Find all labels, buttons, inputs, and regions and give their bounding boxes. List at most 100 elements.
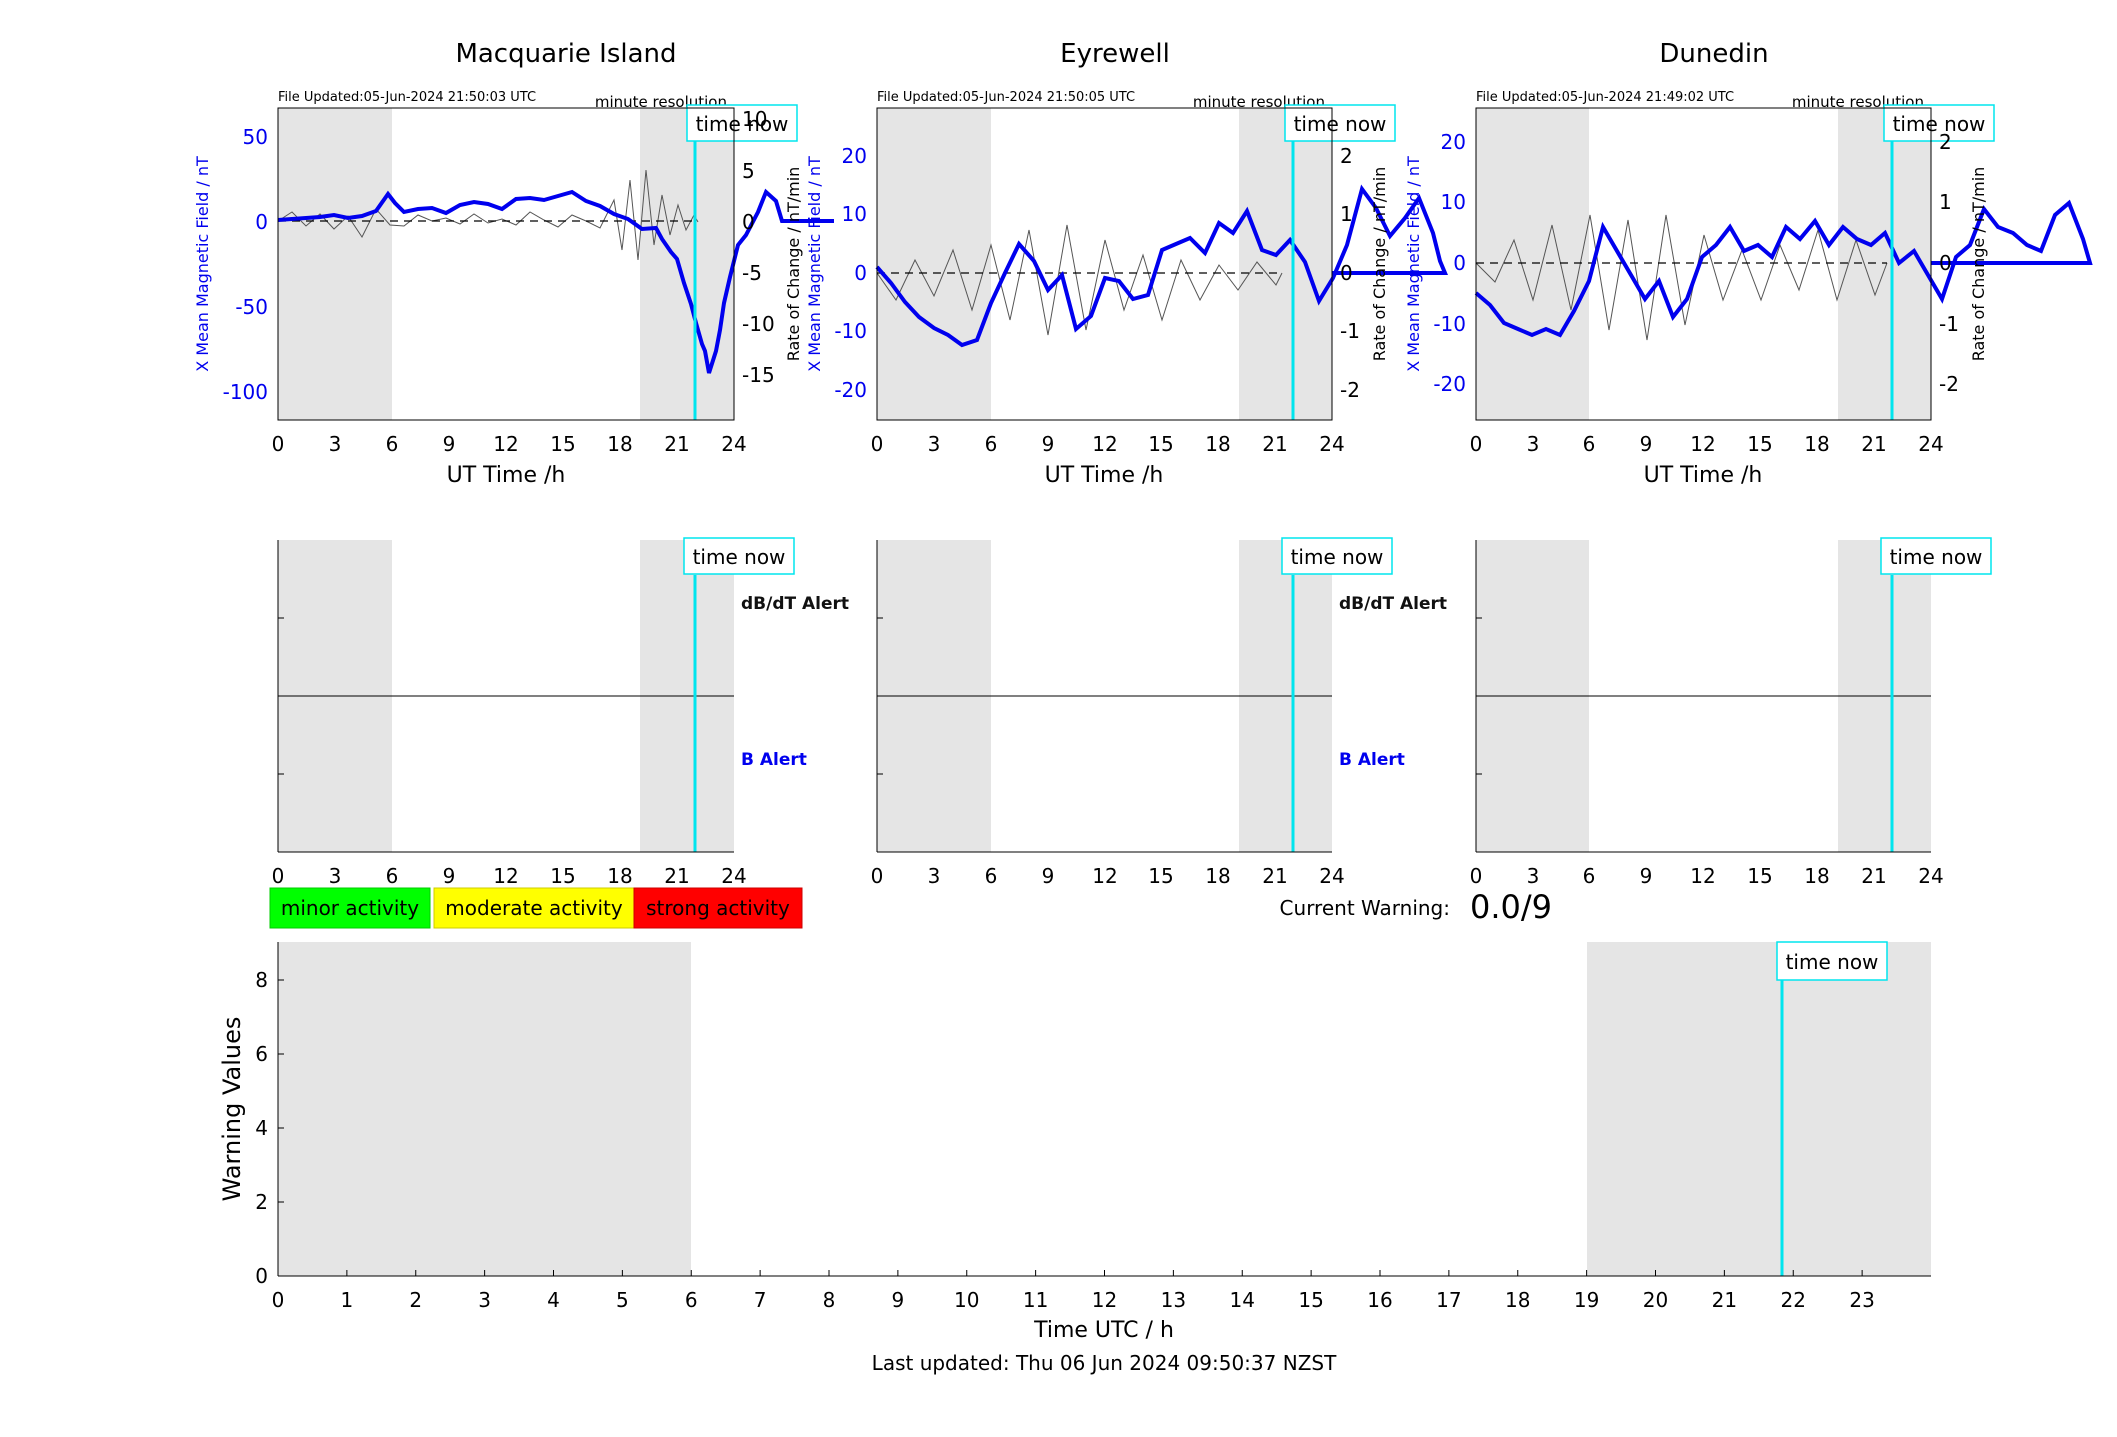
x-tick-label: 9	[443, 864, 456, 888]
y2-tick-label: -5	[742, 261, 762, 285]
x-tick-label: 9	[892, 1288, 905, 1312]
x-tick-label: 13	[1161, 1288, 1186, 1312]
current-warning: Current Warning: 0.0/9	[1280, 888, 1552, 926]
y2-tick-label: -2	[1340, 378, 1360, 402]
x-tick-label: 21	[664, 864, 689, 888]
x-tick-label: 1	[341, 1288, 354, 1312]
x-tick-label: 14	[1230, 1288, 1255, 1312]
x-tick-label: 12	[493, 432, 518, 456]
y-tick-label: 20	[1441, 130, 1466, 154]
y2-tick-label: 0	[1939, 251, 1952, 275]
y2-tick-label: 5	[742, 159, 755, 183]
x-tick-label: 15	[1148, 864, 1173, 888]
y-tick-label: 0	[255, 1264, 268, 1288]
y2-tick-label: 10	[742, 107, 767, 131]
x-tick-label: 8	[823, 1288, 836, 1312]
x-tick-label: 24	[721, 432, 746, 456]
x-tick-label: 15	[1148, 432, 1173, 456]
y2-tick-label: 0	[742, 210, 755, 234]
x-axis-label: Time UTC / h	[1033, 1318, 1174, 1343]
x-tick-label: 18	[607, 432, 632, 456]
x-tick-label: 3	[928, 432, 941, 456]
x-tick-label: 18	[607, 864, 632, 888]
panel-eyrewell: Eyrewell File Updated:05-Jun-2024 21:50:…	[805, 39, 1448, 488]
shaded-night-left	[278, 108, 392, 420]
legend-moderate-label: moderate activity	[445, 896, 623, 920]
y-ticks	[278, 979, 284, 1203]
y-tick-label: 8	[255, 968, 268, 992]
x-tick-label: 2	[409, 1288, 422, 1312]
x-tick-label: 12	[1092, 432, 1117, 456]
alert-panel-eyrewell: time now dB/dT Alert B Alert 0 3 6 9 12 …	[871, 537, 1447, 888]
legend-minor-label: minor activity	[281, 896, 419, 920]
x-tick-label: 4	[547, 1288, 560, 1312]
x-axis: 0 3 6 9 12 15 18 21 24	[1470, 864, 1944, 888]
x-tick-label: 6	[985, 864, 998, 888]
x-tick-label: 0	[871, 864, 884, 888]
x-tick-label: 16	[1367, 1288, 1392, 1312]
axes-frame	[277, 107, 735, 421]
y-axis-left: 20 10 0 -10 -20	[834, 144, 867, 402]
x-tick-label: 0	[272, 432, 285, 456]
shaded-night-right	[1587, 942, 1931, 1276]
x-axis-label: UT Time /h	[1045, 463, 1164, 488]
x-tick-label: 24	[1319, 432, 1344, 456]
y-tick-label: -100	[223, 380, 268, 404]
x-tick-label: 15	[1298, 1288, 1323, 1312]
y-axis-right-label: Rate of Change / nT/min	[1969, 167, 1988, 362]
y-tick-label: 20	[842, 144, 867, 168]
y-axis-left: 20 10 0 -10 -20	[1433, 130, 1466, 396]
rate-of-change-line	[1475, 214, 1888, 341]
x-tick-label: 6	[985, 432, 998, 456]
magnetic-field-line	[875, 184, 1448, 348]
alert-panel-dunedin: time now 0 3 6 9 12 15 18 21 24	[1470, 537, 1992, 888]
x-tick-label: 6	[386, 864, 399, 888]
x-tick-label: 22	[1781, 1288, 1806, 1312]
y-axis-left: 50 0 -50 -100	[223, 125, 268, 404]
current-warning-value: 0.0/9	[1470, 888, 1552, 926]
x-tick-label: 18	[1505, 1288, 1530, 1312]
x-tick-label: 6	[386, 432, 399, 456]
y2-tick-label: -10	[742, 312, 775, 336]
y-tick-label: 2	[255, 1190, 268, 1214]
x-tick-label: 0	[1470, 432, 1483, 456]
x-tick-label: 15	[1747, 864, 1772, 888]
panel-title: Dunedin	[1659, 39, 1768, 69]
dbdt-alert-label: dB/dT Alert	[1339, 594, 1447, 614]
alert-panel-macquarie: time now dB/dT Alert B Alert 0 3 6 9 12 …	[272, 537, 849, 888]
shaded-night-right	[1838, 108, 1931, 420]
x-tick-label: 3	[1527, 432, 1540, 456]
x-tick-label: 24	[721, 864, 746, 888]
y2-tick-label: -1	[1340, 319, 1360, 343]
y-axis: 0 2 4 6 8	[255, 968, 268, 1288]
x-tick-label: 19	[1574, 1288, 1599, 1312]
legend-moderate-swatch	[433, 887, 635, 929]
shaded-night-left	[1476, 108, 1589, 420]
rate-of-change-line	[876, 224, 1283, 336]
x-tick-label: 0	[272, 864, 285, 888]
y-tick-label: 10	[1441, 190, 1466, 214]
x-tick-label: 21	[1861, 432, 1886, 456]
y-tick-label: -10	[1433, 312, 1466, 336]
y-axis-right-label: Rate of Change / nT/min	[784, 167, 803, 362]
axes-frame	[1475, 107, 1932, 421]
time-now-label: time now	[1294, 112, 1387, 136]
magnetic-field-line	[1474, 199, 2093, 338]
x-tick-label: 10	[954, 1288, 979, 1312]
x-tick-label: 18	[1804, 432, 1829, 456]
legend-minor-swatch	[269, 887, 431, 929]
panel-dunedin: Dunedin File Updated:05-Jun-2024 21:49:0…	[1404, 39, 2093, 488]
shaded-night-left	[278, 942, 691, 1276]
x-tick-label: 9	[1042, 432, 1055, 456]
x-tick-label: 3	[928, 864, 941, 888]
file-updated-label: File Updated:05-Jun-2024 21:49:02 UTC	[1476, 90, 1734, 105]
panel-title: Eyrewell	[1060, 39, 1170, 69]
x-tick-label: 21	[1861, 864, 1886, 888]
x-tick-label: 12	[1690, 864, 1715, 888]
y-axis-left-label: X Mean Magnetic Field / nT	[805, 156, 824, 372]
y-tick-label: 10	[842, 202, 867, 226]
y-tick-label: 6	[255, 1042, 268, 1066]
x-tick-label: 0	[1470, 864, 1483, 888]
x-tick-label: 3	[478, 1288, 491, 1312]
